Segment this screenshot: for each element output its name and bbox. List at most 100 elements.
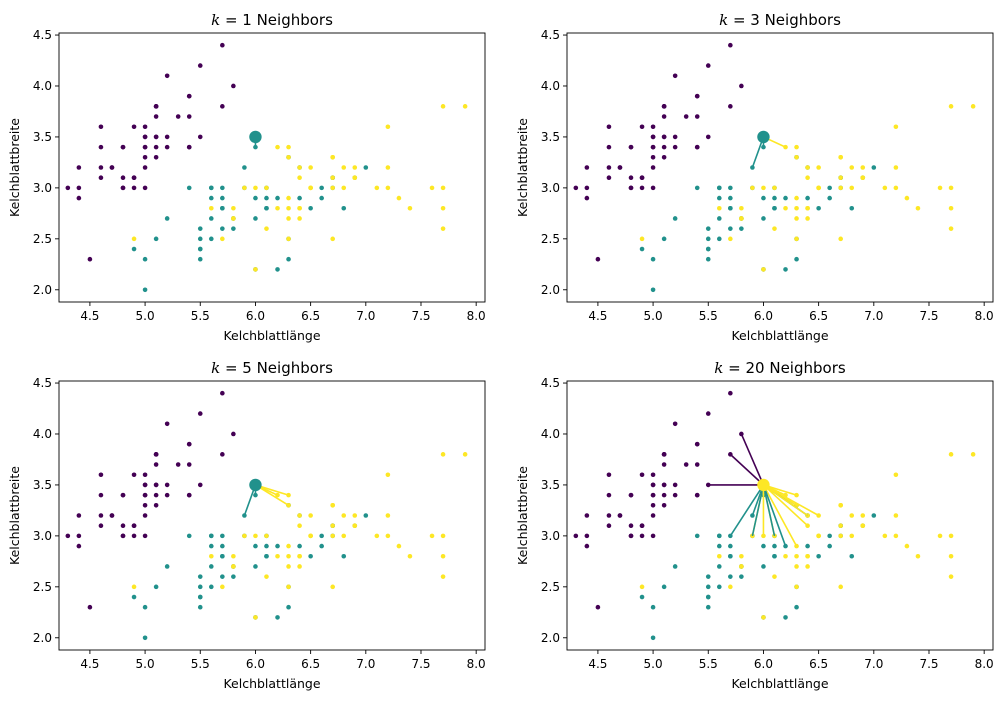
scatter-point [639, 533, 645, 539]
scatter-point [153, 452, 159, 457]
scatter-point [352, 175, 358, 180]
scatter-point [717, 205, 722, 211]
scatter-point [142, 287, 148, 293]
scatter-point [816, 185, 821, 191]
subplot-1: 4.5 5.0 5.5 6.0 6.5 7.0 7.5 8.0 2.0 2.5 3.0 3.5 4.0 4… [7, 11, 486, 343]
scatter-point [893, 124, 899, 130]
scatter-point [374, 185, 380, 191]
scatter-point [728, 574, 733, 579]
scatter-point [197, 604, 203, 610]
scatter-point [705, 594, 711, 600]
scatter-point [131, 584, 137, 590]
scatter-point [286, 604, 291, 610]
neighbor-line [762, 484, 809, 517]
neighbor-line [763, 484, 820, 517]
chart-title-text: = 3 Neighbors [728, 11, 841, 29]
scatter-point [661, 114, 667, 119]
scatter-point [694, 492, 700, 498]
scatter-point [396, 543, 402, 549]
scatter-point [220, 574, 225, 579]
scatter-point [209, 216, 214, 221]
scatter-point [838, 175, 843, 180]
scatter-point [142, 503, 148, 508]
scatter-point [462, 104, 468, 109]
scatter-point [639, 523, 645, 528]
scatter-point [672, 482, 678, 488]
scatter-point [761, 216, 766, 221]
scatter-point [385, 185, 391, 191]
scatter-point [142, 604, 148, 610]
scatter-point [385, 513, 391, 518]
y-tick-label: 4.0 [541, 79, 560, 93]
scatter-point [186, 441, 192, 447]
scatter-point [772, 185, 777, 191]
y-tick-label: 3.5 [541, 130, 560, 144]
scatter-point [297, 513, 302, 518]
scatter-point [948, 205, 954, 211]
scatter-point [805, 543, 810, 549]
y-tick-label: 4.5 [33, 376, 52, 390]
x-tick-label: 5.5 [699, 657, 718, 671]
scatter-point [131, 472, 137, 478]
scatter-point [728, 195, 733, 201]
scatter-point [197, 226, 203, 231]
scatter-point [805, 205, 810, 211]
scatter-point [650, 256, 656, 262]
scatter-point [98, 124, 104, 130]
scatter-point [286, 155, 291, 160]
scatter-point [231, 83, 236, 89]
scatter-point [264, 543, 269, 549]
scatter-point [661, 452, 667, 457]
scatter-point [827, 185, 832, 191]
scatter-point [915, 205, 921, 211]
scatter-point [794, 584, 799, 590]
x-tick-label: 7.5 [919, 309, 938, 323]
scatter-point [98, 513, 104, 518]
scatter-point [661, 134, 667, 140]
scatter-point [672, 73, 678, 79]
y-tick-label: 4.5 [541, 28, 560, 42]
scatter-point [584, 195, 590, 201]
scatter-point [694, 144, 700, 150]
scatter-point [186, 93, 192, 99]
scatter-point [352, 513, 358, 518]
scatter-point [76, 543, 82, 549]
scatter-point [164, 134, 170, 140]
scatter-point [440, 104, 446, 109]
scatter-point [253, 615, 258, 620]
neighbor-line [255, 484, 289, 506]
scatter-point [794, 144, 799, 150]
x-axis-label: Kelchblattlänge [731, 328, 828, 343]
scatter-point [948, 553, 954, 559]
scatter-point [672, 421, 678, 427]
scatter-point [650, 482, 656, 488]
scatter-point [374, 533, 380, 539]
scatter-point [970, 104, 976, 109]
scatter-point [573, 185, 579, 191]
scatter-point [131, 124, 137, 130]
scatter-point [76, 533, 82, 539]
scatter-point [286, 564, 291, 569]
scatter-point [705, 236, 711, 242]
scatter-point [871, 513, 877, 518]
scatter-point [772, 553, 777, 559]
x-tick-label: 7.0 [356, 657, 375, 671]
y-tick-label: 2.0 [541, 283, 560, 297]
scatter-point [186, 533, 192, 539]
scatter-point [639, 246, 645, 252]
scatter-point [76, 513, 82, 518]
scatter-point [893, 533, 899, 539]
y-tick-label: 3.5 [33, 130, 52, 144]
scatter-point [739, 564, 744, 569]
scatter-point [639, 175, 645, 180]
scatter-point [197, 594, 203, 600]
scatter-point [772, 195, 777, 201]
scatter-point [849, 553, 855, 559]
scatter-point [286, 195, 291, 201]
scatter-point [606, 523, 612, 528]
scatter-point [164, 73, 170, 79]
scatter-point [275, 615, 280, 620]
scatter-point [705, 256, 711, 262]
scatter-point [661, 155, 667, 160]
scatter-point [705, 574, 711, 579]
